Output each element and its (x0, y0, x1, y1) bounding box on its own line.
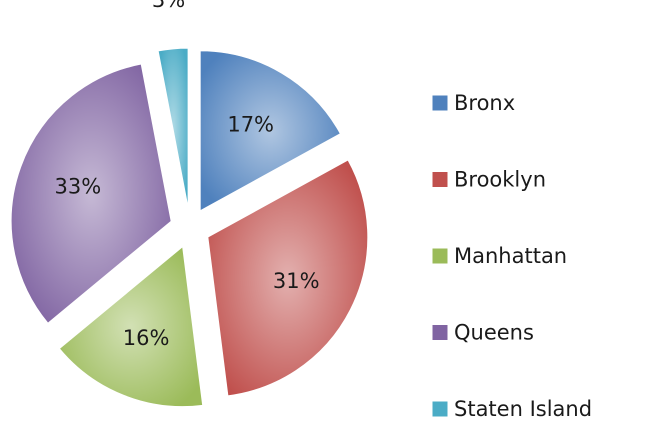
legend-label: Queens (454, 321, 534, 345)
data-label: 16% (123, 326, 170, 350)
legend-swatch (431, 400, 449, 418)
data-label: 31% (273, 269, 320, 293)
legend-swatch (431, 247, 449, 265)
legend-label: Staten Island (454, 397, 592, 421)
legend-swatch (431, 324, 449, 341)
legend-label: Manhattan (454, 244, 567, 268)
data-label: 3% (152, 0, 185, 12)
legend-swatch (431, 171, 449, 188)
data-label: 17% (227, 112, 274, 136)
legend-label: Bronx (454, 91, 515, 115)
legend-label: Brooklyn (454, 168, 546, 192)
legend-swatch (431, 94, 449, 112)
data-label: 33% (55, 175, 102, 199)
